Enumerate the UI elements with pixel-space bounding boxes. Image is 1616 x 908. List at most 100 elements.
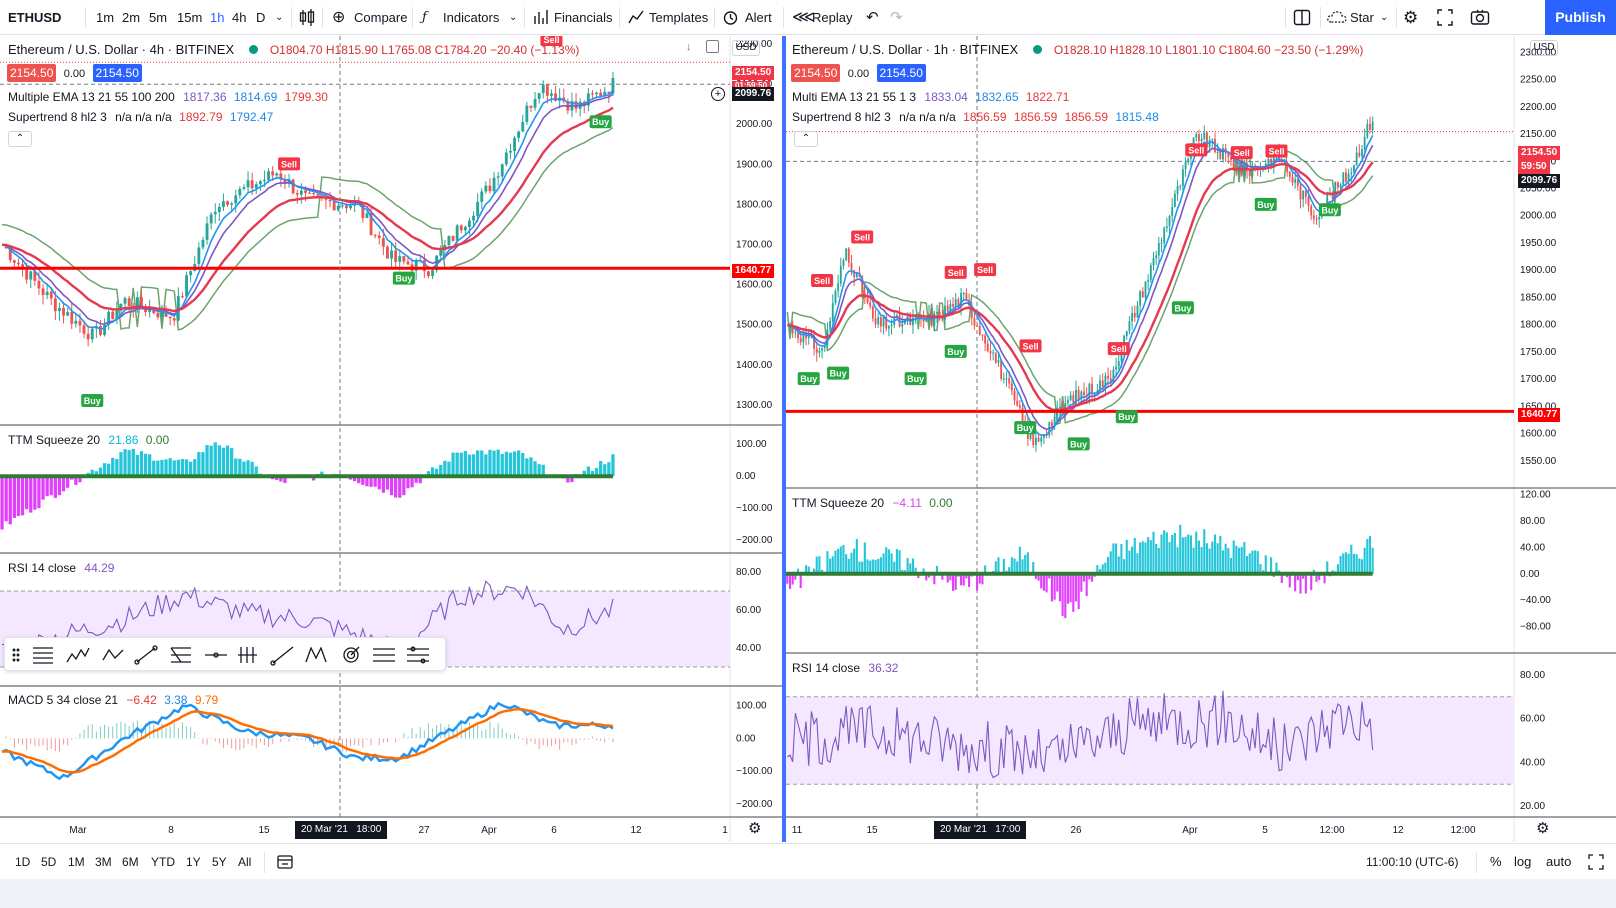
chart-split-divider[interactable] [782, 36, 786, 842]
sell-price-button[interactable]: 2154.50 [791, 64, 841, 82]
range-ytd[interactable]: YTD [151, 855, 175, 869]
maximize-pane-icon[interactable] [706, 40, 719, 53]
range-5y[interactable]: 5Y [212, 855, 227, 869]
left-ema-legend[interactable]: Multiple EMA 13 21 55 100 200 1817.36 18… [8, 90, 328, 104]
gear-icon[interactable]: ⚙ [748, 820, 762, 837]
sell-price-button[interactable]: 2154.50 [7, 64, 57, 82]
candle-body [1222, 148, 1224, 160]
left-chart[interactable]: 2200.002100.002000.001900.001800.001700.… [0, 36, 782, 842]
candle-body [946, 305, 949, 312]
alarm-clock-icon[interactable] [722, 0, 739, 35]
chevron-down-icon[interactable]: ⌄ [1380, 12, 1389, 23]
candle-body [500, 164, 504, 177]
interval-1m[interactable]: 1m [96, 10, 115, 25]
fullscreen-icon[interactable] [1437, 0, 1453, 35]
macd-value: 9.79 [194, 693, 219, 707]
candle-body [1171, 207, 1174, 216]
replay-button[interactable]: Replay [812, 10, 853, 25]
compare-button[interactable]: Compare [354, 10, 408, 25]
left-symbol-title[interactable]: Ethereum / U.S. Dollar · 4h · BITFINEX [8, 42, 235, 57]
arrow-down-icon[interactable]: ↓ [686, 41, 692, 53]
function-icon[interactable]: ƒ [422, 10, 427, 25]
layout-name-button[interactable]: Star [1350, 10, 1374, 25]
right-ema-legend[interactable]: Multi EMA 13 21 55 1 3 1833.04 1832.65 1… [792, 90, 1069, 104]
symbol-search[interactable]: ETHUSD [8, 10, 62, 25]
candle-body [336, 205, 340, 211]
candle-body [242, 187, 246, 189]
right-chart-canvas[interactable]: 2300.002250.002200.002150.002100.002050.… [786, 36, 1616, 842]
redo-icon[interactable]: ↷ [890, 9, 903, 26]
currency-button[interactable]: USD [732, 40, 760, 56]
range-all[interactable]: All [238, 855, 252, 869]
candle-style-icon[interactable] [298, 0, 316, 35]
templates-button[interactable]: Templates [649, 10, 709, 25]
financials-button[interactable]: Financials [554, 10, 613, 25]
right-chart[interactable]: 2300.002250.002200.002150.002100.002050.… [786, 36, 1616, 842]
clock-timezone[interactable]: 11:00:10 (UTC-6) [1366, 855, 1459, 869]
ttm-legend[interactable]: TTM Squeeze 20 −4.11 0.00 [792, 496, 953, 510]
cloud-icon[interactable] [1326, 0, 1348, 35]
range-6m[interactable]: 6M [122, 855, 139, 869]
buy-price-button[interactable]: 2154.50 [876, 64, 926, 82]
interval-2m[interactable]: 2m [122, 10, 141, 25]
publish-button[interactable]: Publish [1545, 0, 1616, 35]
macd-legend[interactable]: MACD 5 34 close 21 −6.42 3.38 9.79 [8, 693, 218, 707]
collapse-legend-button[interactable]: ⌃ [8, 131, 32, 147]
fullscreen-icon[interactable] [1588, 844, 1604, 880]
left-supertrend-legend[interactable]: Supertrend 8 hl2 3 n/a n/a n/a 1892.79 1… [8, 110, 273, 124]
range-1d[interactable]: 1D [15, 855, 31, 869]
buy-price-button[interactable]: 2154.50 [92, 64, 142, 82]
rsi-legend[interactable]: RSI 14 close 44.29 [8, 561, 114, 575]
rsi-tick: 60.00 [1520, 714, 1545, 725]
interval-4h[interactable]: 4h [232, 10, 247, 25]
signal-text: Sell [814, 276, 830, 286]
layout-icon[interactable] [1293, 0, 1311, 35]
undo-icon[interactable]: ↶ [866, 9, 879, 26]
left-ohlc: O1804.70 H1815.90 L1765.08 C1784.20 −20.… [269, 43, 580, 57]
candle-body [839, 265, 842, 284]
rsi-legend[interactable]: RSI 14 close 36.32 [792, 661, 898, 675]
indicators-button[interactable]: Indicators [443, 10, 500, 25]
interval-1h[interactable]: 1h [210, 10, 225, 25]
auto-scale-button[interactable]: auto [1546, 854, 1572, 869]
candle-body [455, 225, 459, 241]
left-bid-ask: 2154.50 0.00 2154.50 [7, 64, 142, 82]
templates-icon[interactable] [628, 0, 644, 35]
ttm-legend[interactable]: TTM Squeeze 20 21.86 0.00 [8, 433, 169, 447]
crosshair-time-tag: 20 Mar '21 18:00 [295, 821, 388, 839]
candle-body [599, 92, 603, 96]
plus-circle-icon[interactable]: ⊕ [332, 9, 346, 26]
add-alert-plus-icon[interactable]: + [711, 87, 725, 101]
candle-body [37, 280, 41, 289]
gear-icon[interactable]: ⚙ [1403, 8, 1419, 27]
candle-body [545, 84, 549, 96]
chevron-down-icon[interactable]: ⌄ [275, 12, 284, 23]
range-5d[interactable]: 5D [41, 855, 57, 869]
chevron-down-icon[interactable]: ⌄ [509, 12, 518, 23]
gear-icon[interactable]: ⚙ [1536, 820, 1550, 837]
range-1y[interactable]: 1Y [186, 855, 201, 869]
candle-body [386, 246, 389, 259]
candle-body [250, 180, 254, 189]
currency-button[interactable]: USD [1530, 40, 1558, 56]
replay-icon[interactable]: ⋘ [792, 9, 815, 26]
log-scale-button[interactable]: log [1514, 854, 1532, 869]
collapse-legend-button[interactable]: ⌃ [794, 131, 818, 147]
right-symbol-title[interactable]: Ethereum / U.S. Dollar · 1h · BITFINEX [792, 42, 1019, 57]
camera-icon[interactable] [1470, 0, 1490, 35]
percent-scale-button[interactable]: % [1490, 854, 1502, 869]
interval-d[interactable]: D [256, 10, 266, 25]
goto-date-icon[interactable] [276, 844, 294, 880]
time-tick: 8 [168, 825, 174, 836]
interval-5m[interactable]: 5m [149, 10, 168, 25]
range-3m[interactable]: 3M [95, 855, 112, 869]
alert-button[interactable]: Alert [745, 10, 772, 25]
interval-15m[interactable]: 15m [177, 10, 203, 25]
drawing-tools[interactable] [5, 638, 447, 672]
right-supertrend-legend[interactable]: Supertrend 8 hl2 3 n/a n/a n/a 1856.59 1… [792, 110, 1159, 124]
range-1m[interactable]: 1M [68, 855, 85, 869]
financials-icon[interactable] [533, 0, 549, 35]
drag-handle-icon [12, 648, 20, 662]
candle-body [1005, 378, 1008, 380]
buy-signal-label: Buy [1115, 410, 1138, 424]
